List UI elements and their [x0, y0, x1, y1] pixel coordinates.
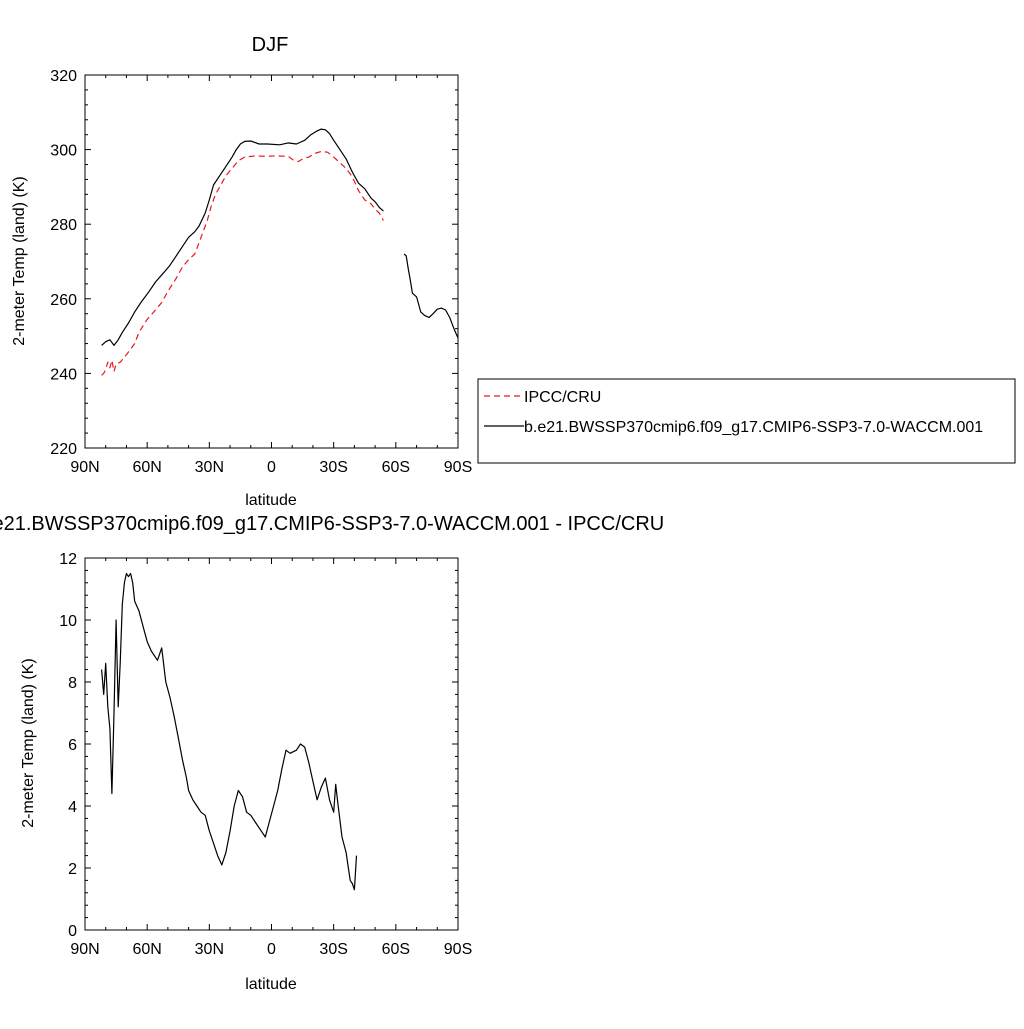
- x-tick-label: 90N: [70, 941, 99, 958]
- y-tick-label: 320: [50, 68, 77, 85]
- x-tick-label: 90S: [444, 459, 472, 476]
- x-tick-label: 90N: [70, 459, 99, 476]
- y-tick-label: 240: [50, 366, 77, 383]
- y-tick-label: 12: [59, 551, 77, 568]
- x-tick-label: 60S: [382, 941, 410, 958]
- y-tick-label: 4: [68, 799, 77, 816]
- x-tick-label: 30S: [319, 459, 347, 476]
- x-tick-label: 30S: [319, 941, 347, 958]
- bottom-chart-frame: [84, 557, 459, 931]
- y-tick-label: 300: [50, 143, 77, 160]
- x-tick-label: 60N: [132, 941, 161, 958]
- y-tick-label: 10: [59, 613, 77, 630]
- bottom-chart-xlabel: latitude: [245, 976, 297, 993]
- x-tick-label: 0: [267, 941, 276, 958]
- legend-label-ipcc-cru: IPCC/CRU: [524, 389, 601, 406]
- y-tick-label: 6: [68, 737, 77, 754]
- bottom-chart-lines: [101, 572, 358, 891]
- series-line-0-segment-0: [101, 150, 384, 376]
- y-tick-label: 0: [68, 923, 77, 940]
- y-tick-label: 2: [68, 861, 77, 878]
- series-line-1-segment-1: [403, 253, 459, 339]
- series-line-0-segment-0: [101, 572, 358, 891]
- y-tick-label: 8: [68, 675, 77, 692]
- top-chart-xlabel: latitude: [245, 492, 297, 509]
- bottom-chart-panel: b.e21.BWSSP370cmip6.f09_g17.CMIP6-SSP3-7…: [0, 513, 664, 993]
- bottom-chart-ylabel: 2-meter Temp (land) (K): [20, 658, 37, 828]
- legend: IPCC/CRU b.e21.BWSSP370cmip6.f09_g17.CMI…: [477, 378, 1016, 464]
- x-tick-label: 0: [267, 459, 276, 476]
- x-tick-label: 60N: [132, 459, 161, 476]
- y-tick-label: 260: [50, 292, 77, 309]
- top-chart-ticks: 90N 60N 30N 0 30S 60S 90S 220 240 260 280 300 320: [50, 68, 472, 476]
- bottom-chart-title: b.e21.BWSSP370cmip6.f09_g17.CMIP6-SSP3-7…: [0, 513, 664, 535]
- bottom-chart-ticks: 90N 60N 30N 0 30S 60S 90S 0 2 4 6 8 10 12: [59, 551, 472, 958]
- series-line-1-segment-0: [101, 128, 384, 346]
- top-chart-frame: [84, 74, 459, 449]
- legend-box: [477, 378, 1016, 464]
- x-tick-label: 60S: [382, 459, 410, 476]
- y-tick-label: 220: [50, 441, 77, 458]
- top-chart-ylabel: 2-meter Temp (land) (K): [11, 176, 28, 346]
- legend-label-model: b.e21.BWSSP370cmip6.f09_g17.CMIP6-SSP3-7…: [524, 419, 983, 436]
- x-tick-label: 30N: [195, 459, 224, 476]
- x-tick-label: 90S: [444, 941, 472, 958]
- y-tick-label: 280: [50, 217, 77, 234]
- top-chart-title: DJF: [252, 34, 289, 56]
- top-chart-panel: DJF latitude 2-meter Temp (land) (K) 90N…: [11, 34, 472, 509]
- x-tick-label: 30N: [195, 941, 224, 958]
- top-chart-lines: [101, 128, 459, 376]
